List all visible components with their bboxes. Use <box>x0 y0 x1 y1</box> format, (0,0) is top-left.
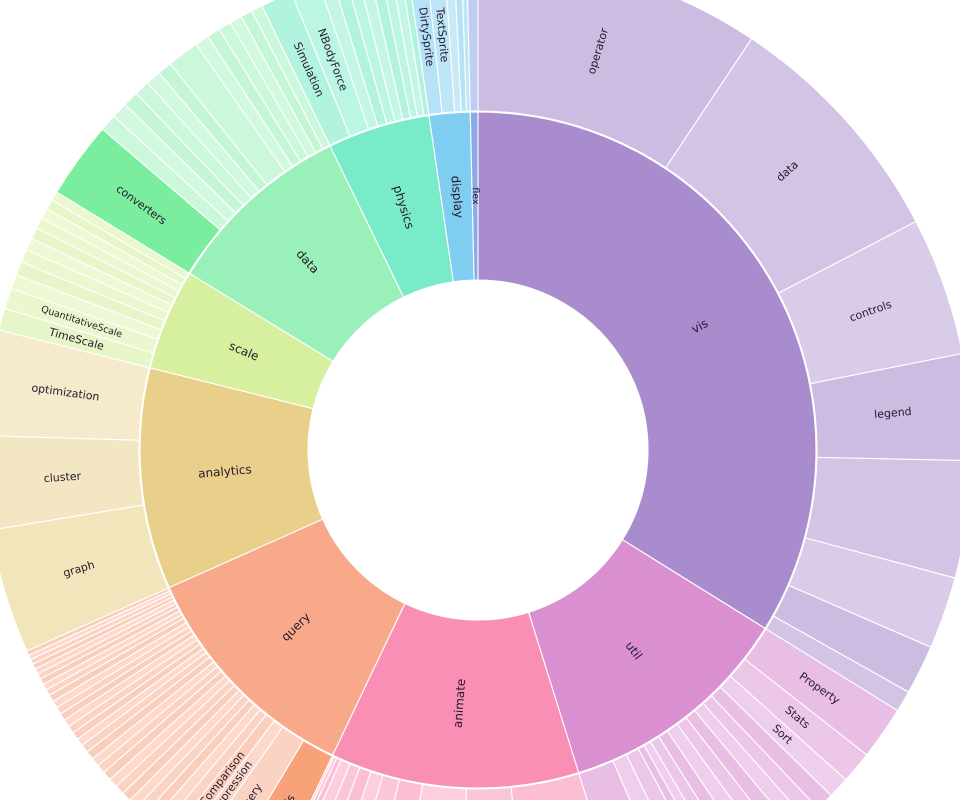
arc-animate[interactable] <box>332 602 580 789</box>
arc-flex-FlareVis[interactable] <box>467 0 479 112</box>
arc-vis[interactable] <box>477 111 817 629</box>
arc-flex[interactable] <box>469 111 479 281</box>
arc-animate-interpolate[interactable] <box>510 773 625 800</box>
center-hole[interactable] <box>309 281 647 619</box>
